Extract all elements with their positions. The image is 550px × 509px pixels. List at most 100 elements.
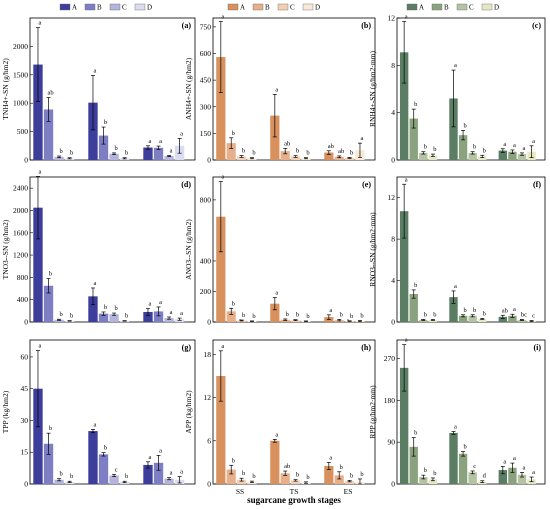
bar-D-SS (64, 481, 75, 484)
x-category-label: ES (344, 487, 353, 496)
legend-swatch-C (277, 3, 289, 11)
y-axis-label: APP (kg/hm2) (184, 390, 193, 434)
legend-label-B: B (444, 4, 449, 12)
panel-label: (c) (532, 21, 541, 30)
significance-letter: a (170, 147, 173, 154)
bar-A-SS (216, 57, 226, 160)
significance-letter: b (49, 425, 52, 432)
significance-letter: bc (521, 311, 527, 318)
bar-A-ES (324, 466, 334, 484)
bar-B-ES (334, 156, 344, 160)
bar-B-ES (153, 462, 164, 484)
y-tick-label: 2000 (13, 206, 28, 215)
bar-C-SS (54, 156, 64, 160)
legend-swatch-A (59, 3, 71, 11)
legend-label-A: A (419, 4, 424, 12)
bar-A-ES (498, 470, 508, 484)
bar-B-SS (226, 143, 236, 160)
y-tick-label: 0 (24, 156, 28, 165)
bar-A-SS (33, 64, 43, 160)
y-axis-label: RNH4+-SN (g/hm2·mm) (368, 50, 377, 127)
significance-letter: a (39, 168, 42, 175)
bar-B-SS (409, 294, 418, 322)
legend-swatch-A (406, 3, 418, 11)
y-tick-label: 450 (200, 76, 212, 85)
plot-frame (396, 339, 546, 485)
legend-label-C: C (122, 4, 127, 12)
legend-swatch-B (431, 3, 443, 11)
y-tick-label: 45 (21, 384, 29, 393)
bar-D-TS (478, 318, 487, 322)
significance-letter: b (114, 305, 117, 312)
bar-A-ES (143, 147, 153, 160)
legend-swatch-D (134, 3, 146, 11)
significance-letter: a (454, 62, 457, 69)
significance-letter: a (513, 306, 516, 313)
bar-B-TS (280, 473, 290, 484)
significance-letter: ab (338, 148, 344, 155)
y-tick-label: 12 (388, 14, 396, 23)
significance-letter: b (252, 150, 255, 157)
bar-A-TS (270, 303, 280, 322)
y-tick-label: 1600 (13, 228, 28, 237)
significance-letter: b (114, 145, 117, 152)
significance-letter: a (503, 141, 506, 148)
y-tick-label: 8 (391, 61, 395, 70)
significance-letter: b (306, 150, 309, 157)
significance-letter: a (275, 290, 278, 297)
y-tick-label: 600 (200, 49, 212, 58)
significance-letter: a (532, 469, 535, 476)
significance-letter: b (463, 443, 466, 450)
bar-B-ES (508, 467, 517, 484)
y-tick-label: 1500 (13, 70, 28, 79)
bar-C-ES (517, 154, 527, 160)
legend-swatch-B (84, 3, 96, 11)
bar-A-ES (498, 316, 508, 322)
legend-label-A: A (240, 4, 245, 12)
significance-letter: a (454, 283, 457, 290)
significance-letter: b (242, 312, 245, 319)
y-tick-label: 800 (200, 195, 212, 204)
bar-D-SS (428, 155, 438, 160)
y-tick-label: 0 (207, 480, 211, 489)
y-tick-label: 15 (21, 448, 29, 457)
y-tick-label: 0 (24, 318, 28, 327)
bar-B-TS (458, 135, 468, 160)
y-tick-label: 4 (391, 276, 395, 285)
significance-letter: a (170, 470, 173, 477)
bar-C-TS (291, 480, 301, 484)
plot-frame (29, 176, 196, 323)
significance-letter: b (286, 311, 289, 318)
y-tick-label: 90 (388, 438, 396, 447)
y-tick-label: 800 (17, 273, 29, 282)
significance-letter: b (59, 471, 62, 478)
significance-letter: b (424, 144, 427, 151)
significance-letter: a (170, 309, 173, 316)
significance-letter: b (473, 307, 476, 314)
bar-B-SS (43, 285, 54, 322)
significance-letter: a (532, 138, 535, 145)
panel-label: (b) (361, 21, 371, 30)
bar-C-TS (468, 315, 477, 322)
significance-letter: b (59, 311, 62, 318)
significance-letter: a (513, 455, 516, 462)
bar-D-SS (247, 481, 257, 484)
plot-frame (29, 17, 196, 161)
significance-letter: b (340, 311, 343, 318)
bar-A-TS (88, 296, 98, 322)
significance-letter: d (483, 473, 487, 480)
bar-B-SS (226, 311, 236, 322)
significance-letter: b (350, 313, 353, 320)
bar-B-ES (334, 475, 344, 484)
bar-C-SS (237, 156, 247, 160)
significance-letter: a (513, 142, 516, 149)
legend-swatch-C (109, 3, 121, 11)
significance-letter: a (523, 464, 526, 471)
significance-letter: b (433, 311, 436, 318)
y-tick-label: 750 (200, 22, 212, 31)
significance-letter: b (414, 430, 417, 437)
